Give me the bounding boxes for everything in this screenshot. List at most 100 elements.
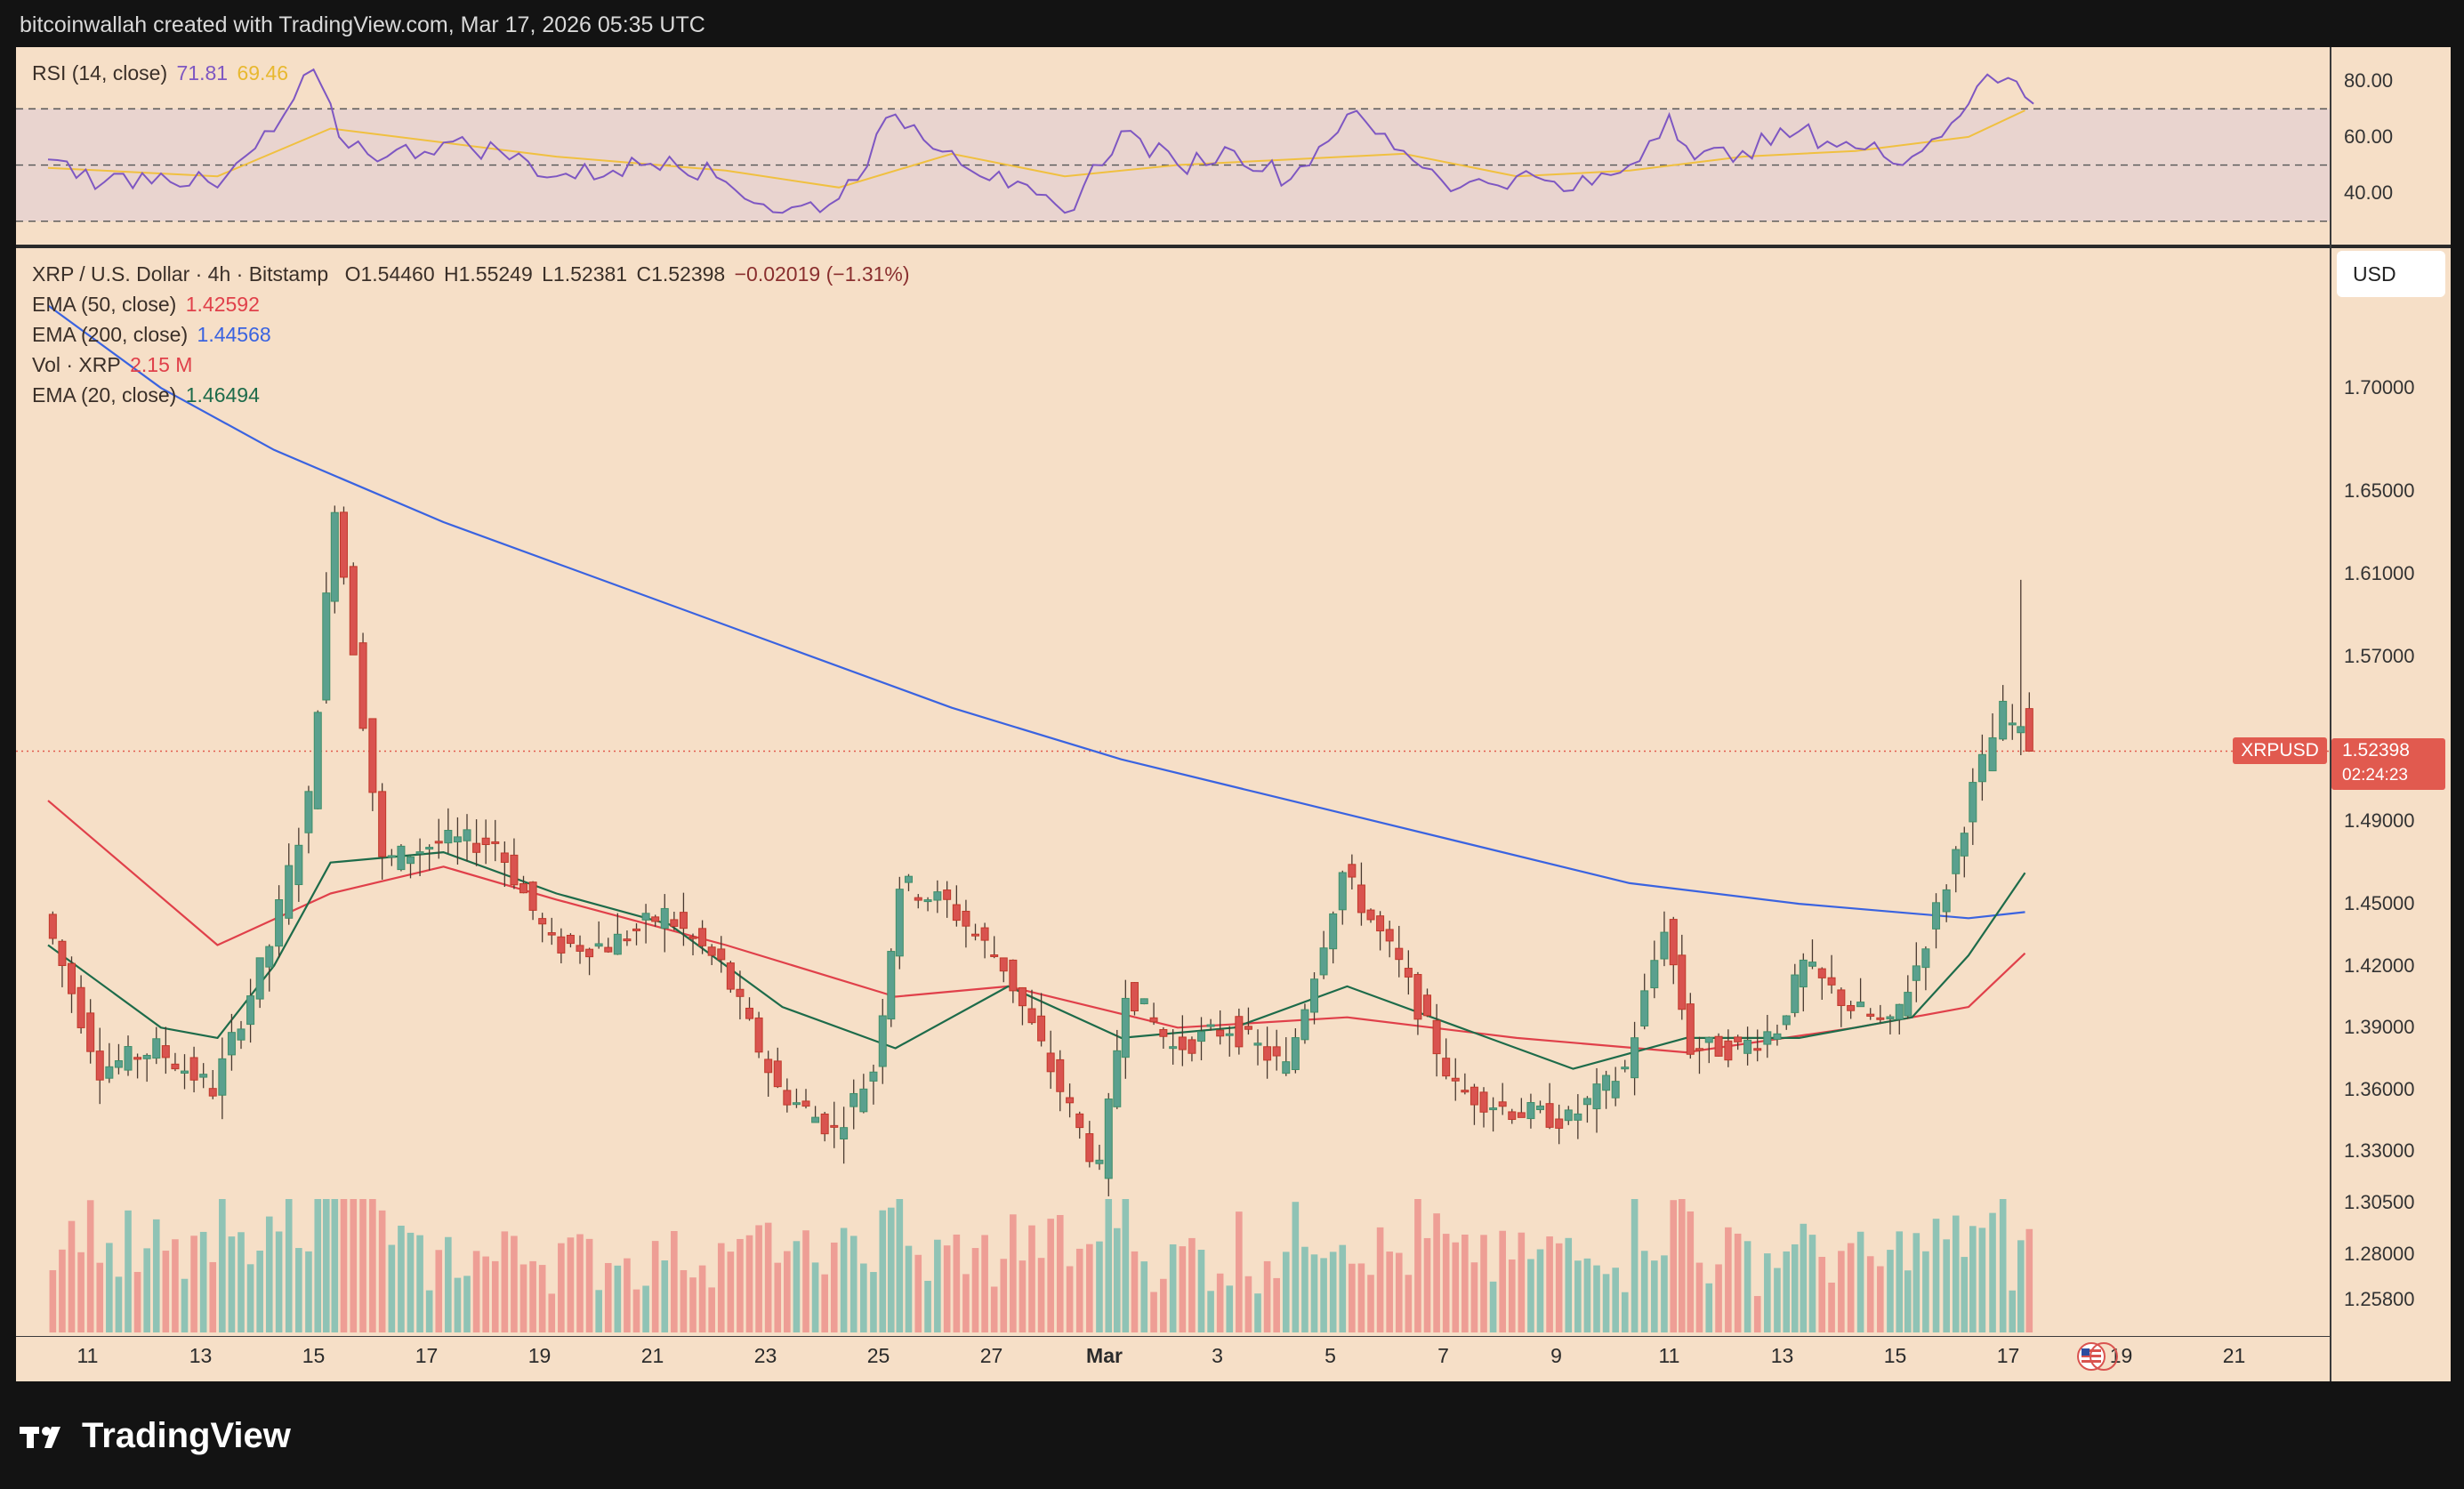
volume-bar [614,1265,622,1332]
candle-body [736,988,745,997]
candle-body [887,951,896,1020]
volume-bar [322,1199,330,1332]
ema200-line [47,304,2025,920]
candle-body [463,829,471,841]
volume-bar [331,1199,339,1332]
candle-body [801,1100,810,1107]
candle-body [1592,1083,1601,1110]
candle-body [1357,884,1365,914]
chart-frame: RSI (14, close) 71.81 69.46 XRP / U.S. D… [16,47,2451,1381]
candle-body [1169,1046,1178,1050]
volume-bar [529,1260,536,1332]
us-flag-icon[interactable] [2076,1341,2121,1372]
volume-bar [1546,1236,1553,1332]
price-axis-label: 1.39000 [2344,1016,2415,1039]
volume-bar [1423,1237,1431,1332]
time-axis-tick: 17 [415,1344,439,1367]
candle-body [378,791,387,857]
candle-body [641,913,650,921]
currency-selector[interactable]: USD [2337,251,2445,297]
candle-body [1498,1101,1507,1107]
volume-bar [1753,1296,1761,1332]
candle-body [1808,962,1816,967]
ema200-label: EMA (200, close) [32,323,189,346]
volume-bar [1661,1255,1668,1332]
volume-bar [727,1252,735,1332]
volume-label: Vol · XRP [32,353,121,376]
candle-body [105,1066,114,1079]
candle-body [189,1057,198,1081]
volume-bar [445,1236,452,1332]
tradingview-logo[interactable]: TradingView [20,1416,291,1456]
candle-body [971,933,980,937]
volume-bar [1536,1249,1544,1332]
volume-bar [1912,1233,1920,1332]
panel-separator[interactable] [16,245,2451,248]
volume-bar [821,1274,828,1332]
candle-body [1799,959,1808,988]
volume-bar [256,1251,263,1332]
candle-body [1791,974,1800,1013]
candle-body [1104,1099,1113,1179]
volume-bar [604,1262,612,1332]
candle-body [1602,1074,1611,1091]
candle-body [1847,1004,1856,1011]
volume-bar [1349,1263,1356,1332]
volume-bar [943,1245,951,1332]
ema20-value: 1.46494 [185,383,260,406]
ema200-value: 1.44568 [197,323,271,346]
volume-legend: Vol · XRP 2.15 M [32,353,196,377]
volume-bar [1856,1231,1864,1332]
time-axis[interactable]: 11 13 15 17 19 21 23 25 27 Mar 3 5 7 9 11 13 15 17 19 21 [16,1336,2330,1382]
price-axis-label: 1.49000 [2344,809,2415,833]
volume-bar [558,1243,565,1332]
candle-body [1188,1039,1196,1054]
volume-bar [1774,1268,1781,1332]
candle-body [754,1017,763,1053]
candle-body [869,1071,878,1082]
volume-bar [1791,1244,1799,1332]
candle-body [1876,1017,1885,1020]
volume-bar [1943,1239,1950,1332]
volume-bar [1470,1262,1478,1332]
candle-body [1856,1002,1865,1008]
volume-bar [870,1272,877,1332]
volume-bar [199,1231,207,1332]
volume-bar [1621,1292,1629,1332]
volume-bar [1932,1219,1940,1332]
candle-body [114,1060,123,1068]
candle-body [339,511,348,578]
volume-bar [1395,1252,1403,1332]
volume-bar [774,1262,782,1332]
volume-bar [1244,1276,1252,1332]
candle-body [1121,997,1130,1058]
candle-body [1660,931,1669,960]
volume-bar [1631,1199,1639,1332]
price-panel[interactable]: XRP / U.S. Dollar · 4h · Bitstamp O1.544… [16,248,2330,1336]
candle-body [594,943,603,947]
candle-body [764,1058,773,1074]
candle-body [1932,902,1941,930]
volume-bar [1838,1251,1845,1332]
price-axis-label: 1.36000 [2344,1077,2415,1100]
price-axis-separator [2330,47,2331,1381]
volume-bar [896,1199,904,1332]
candle-body [1640,990,1649,1026]
candle-body [1526,1102,1535,1120]
ema50-label: EMA (50, close) [32,293,177,316]
candle-body [1545,1103,1554,1128]
last-price-tag: 1.52398 02:24:23 [2331,738,2445,791]
candle-body [830,1124,839,1128]
symbol-label: XRP / U.S. Dollar · 4h · Bitstamp [32,262,329,286]
volume-bar [305,1251,312,1332]
candle-body [745,1007,754,1019]
candle-body [1056,1058,1065,1092]
volume-bar [1140,1261,1148,1332]
volume-bar [219,1199,226,1332]
volume-bar [1978,1227,1986,1332]
candle-body [1310,978,1319,1013]
rsi-panel[interactable]: RSI (14, close) 71.81 69.46 [16,47,2330,245]
volume-bar [1010,1214,1017,1332]
candle-body [1611,1081,1620,1099]
volume-bar [1320,1258,1327,1332]
